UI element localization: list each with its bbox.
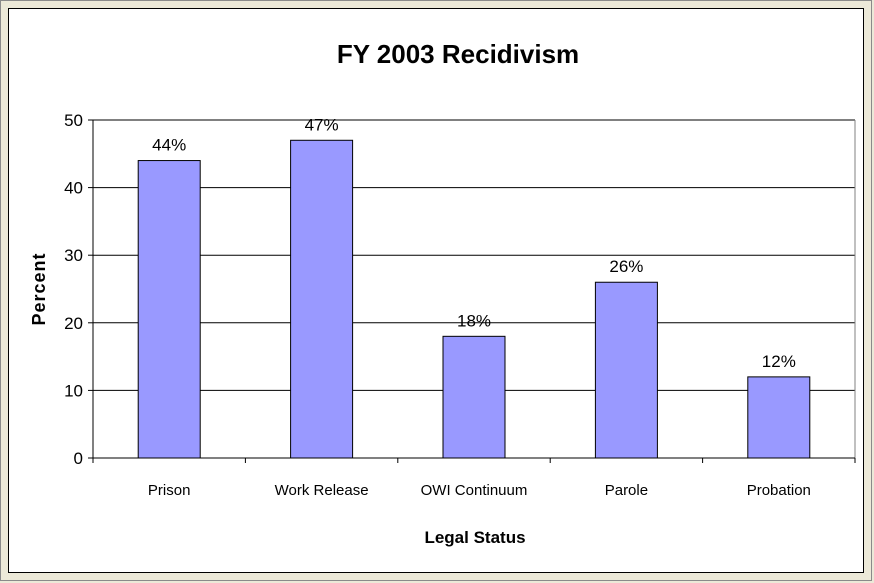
bar-owi-continuum bbox=[442, 335, 506, 459]
bar-parole bbox=[594, 281, 658, 459]
y-tick-label: 40 bbox=[64, 179, 83, 198]
y-axis-label: Percent bbox=[29, 252, 49, 325]
chart-frame: FY 2003 Recidivism 0 10 20 30 40 50 44% Prison 4… bbox=[8, 8, 864, 573]
data-label: 47% bbox=[305, 115, 339, 134]
chart-title: FY 2003 Recidivism bbox=[337, 39, 579, 69]
x-tick-label: OWI Continuum bbox=[421, 482, 528, 499]
bar-prison bbox=[137, 160, 201, 459]
x-tick-label: Work Release bbox=[275, 482, 369, 499]
bar-chart: FY 2003 Recidivism 0 10 20 30 40 50 44% Prison 4… bbox=[29, 39, 856, 547]
data-label: 12% bbox=[762, 352, 796, 371]
x-tick-label: Prison bbox=[148, 482, 191, 499]
y-tick-label: 20 bbox=[64, 314, 83, 333]
y-tick-label: 50 bbox=[64, 111, 83, 130]
y-tick-label: 0 bbox=[74, 449, 83, 468]
data-label: 18% bbox=[457, 311, 491, 330]
y-tick-label: 10 bbox=[64, 381, 83, 400]
data-label: 26% bbox=[609, 257, 643, 276]
y-tick-label: 30 bbox=[64, 246, 83, 265]
x-tick-label: Probation bbox=[747, 482, 811, 499]
plot-area: 0 10 20 30 40 50 44% Prison 47% Work Release 18% OW… bbox=[64, 111, 856, 499]
data-label: 44% bbox=[152, 136, 186, 155]
bar-work-release bbox=[290, 139, 354, 459]
bar-probation bbox=[747, 376, 811, 459]
x-axis-label: Legal Status bbox=[424, 528, 525, 547]
x-tick-label: Parole bbox=[605, 482, 648, 499]
